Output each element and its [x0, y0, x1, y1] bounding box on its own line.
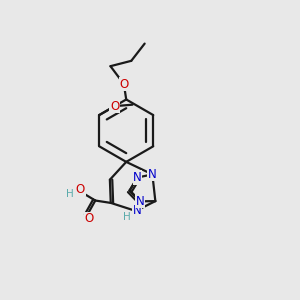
Text: O: O [76, 183, 85, 196]
Text: O: O [119, 77, 128, 91]
Text: O: O [110, 100, 119, 113]
Text: H: H [66, 189, 74, 199]
Text: O: O [85, 212, 94, 226]
Text: N: N [133, 204, 142, 218]
Text: N: N [133, 171, 142, 184]
Text: N: N [136, 195, 145, 208]
Text: N: N [148, 168, 157, 181]
Text: H: H [123, 212, 131, 223]
